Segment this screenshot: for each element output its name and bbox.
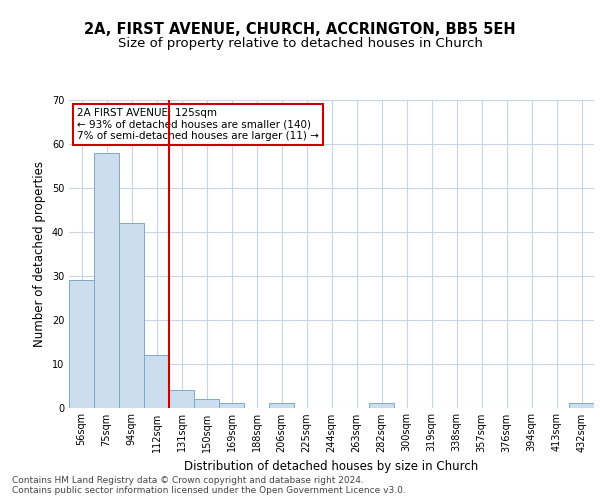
Bar — [119, 223, 144, 408]
Y-axis label: Number of detached properties: Number of detached properties — [33, 161, 46, 347]
X-axis label: Distribution of detached houses by size in Church: Distribution of detached houses by size … — [184, 460, 479, 473]
Bar — [569, 403, 594, 407]
Text: 2A, FIRST AVENUE, CHURCH, ACCRINGTON, BB5 5EH: 2A, FIRST AVENUE, CHURCH, ACCRINGTON, BB… — [84, 22, 516, 38]
Bar — [219, 403, 244, 407]
Text: Size of property relative to detached houses in Church: Size of property relative to detached ho… — [118, 38, 482, 51]
Bar — [69, 280, 94, 407]
Bar — [169, 390, 194, 407]
Bar — [194, 398, 219, 407]
Text: Contains HM Land Registry data © Crown copyright and database right 2024.
Contai: Contains HM Land Registry data © Crown c… — [12, 476, 406, 495]
Bar — [269, 403, 294, 407]
Text: 2A FIRST AVENUE: 125sqm
← 93% of detached houses are smaller (140)
7% of semi-de: 2A FIRST AVENUE: 125sqm ← 93% of detache… — [77, 108, 319, 141]
Bar — [144, 355, 169, 408]
Bar — [369, 403, 394, 407]
Bar — [94, 152, 119, 408]
